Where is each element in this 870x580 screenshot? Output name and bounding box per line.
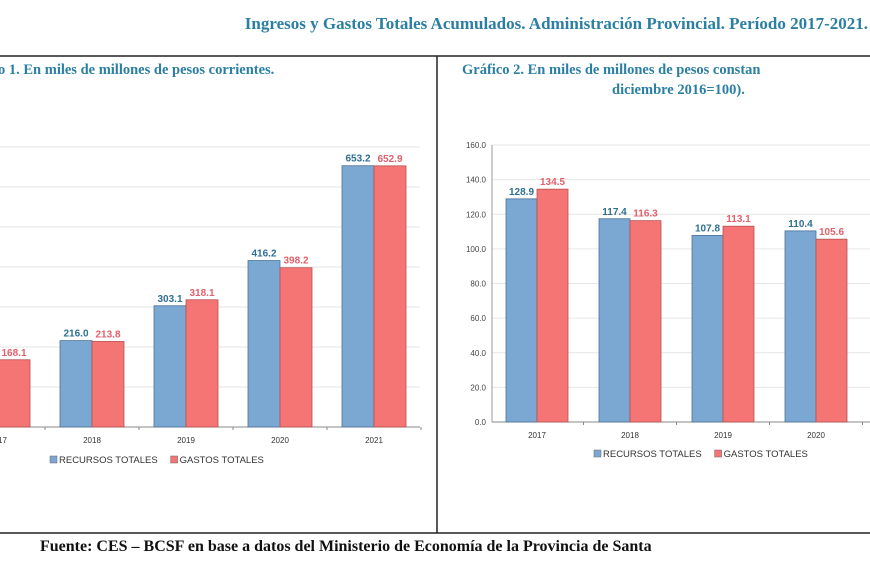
bar-recursos [341,165,375,428]
chart2-title: Gráfico 2. En miles de millones de pesos… [462,62,761,78]
bar-gastos [373,165,407,428]
chart1-title: o 1. En miles de millones de pesos corri… [0,62,275,78]
data-label: 216.0 [63,329,88,340]
y-tick-label: 0.0 [475,418,487,427]
data-label: 117.4 [602,207,627,218]
bar-recursos [247,260,281,428]
chart2-title-line2: diciembre 2016=100). [612,82,745,98]
legend-swatch [170,455,178,464]
bar-gastos [0,359,31,428]
data-label: 303.1 [157,294,182,305]
data-label: 107.8 [695,223,720,234]
x-tick-label: 2018 [621,431,639,440]
legend-label: GASTOS TOTALES [180,455,264,466]
bar-recursos [59,340,93,428]
data-label: 416.2 [251,249,276,260]
y-tick-label: 60.0 [470,314,486,323]
x-tick-label: 2021 [365,436,383,445]
data-label: 134.5 [540,177,565,188]
bar-gastos [185,299,219,428]
y-tick-label: 160.0 [466,141,487,150]
legend-swatch [49,455,58,464]
bar-gastos [815,238,848,423]
y-tick-label: 80.0 [470,280,486,289]
page-title: Ingresos y Gastos Totales Acumulados. Ad… [244,14,868,33]
x-tick-label: 2019 [714,431,732,440]
bar-gastos [722,225,755,423]
data-label: 105.6 [819,227,844,238]
data-label: 168.1 [1,348,26,359]
y-tick-label: 100.0 [466,245,487,254]
data-label: 113.1 [726,214,751,225]
bar-gastos [629,220,662,423]
source-note: Fuente: CES – BCSF en base a datos del M… [40,538,652,555]
data-label: 110.4 [788,219,813,230]
x-tick-label: 2017 [528,431,546,440]
x-tick-label: 2019 [177,436,195,445]
data-label: 652.9 [377,154,402,165]
y-tick-label: 20.0 [470,383,486,392]
x-tick-label: 2020 [271,436,289,445]
bar-recursos [505,198,538,423]
legend-label: RECURSOS TOTALES [603,449,702,460]
bar-gastos [91,341,125,428]
legend-label: RECURSOS TOTALES [59,455,158,466]
bar-gastos [536,188,569,423]
data-label: 318.1 [189,288,214,299]
data-label: 653.2 [345,154,370,165]
x-tick-label: 2018 [83,436,101,445]
x-tick-label: 2020 [807,431,825,440]
y-tick-label: 140.0 [466,176,487,185]
data-label: 213.8 [95,329,120,340]
bar-gastos [279,267,313,428]
bar-recursos [784,230,817,423]
data-label: 398.2 [283,256,308,267]
y-tick-label: 40.0 [470,349,486,358]
data-label: 128.9 [509,187,534,198]
y-tick-label: 120.0 [466,210,487,219]
bar-recursos [598,218,631,423]
legend-swatch [593,449,602,458]
data-label: 116.3 [633,209,658,220]
bar-recursos [153,305,187,428]
bar-recursos [691,234,724,423]
legend-swatch [714,449,722,458]
legend-label: GASTOS TOTALES [724,449,808,460]
x-tick-label: 2017 [0,436,7,445]
